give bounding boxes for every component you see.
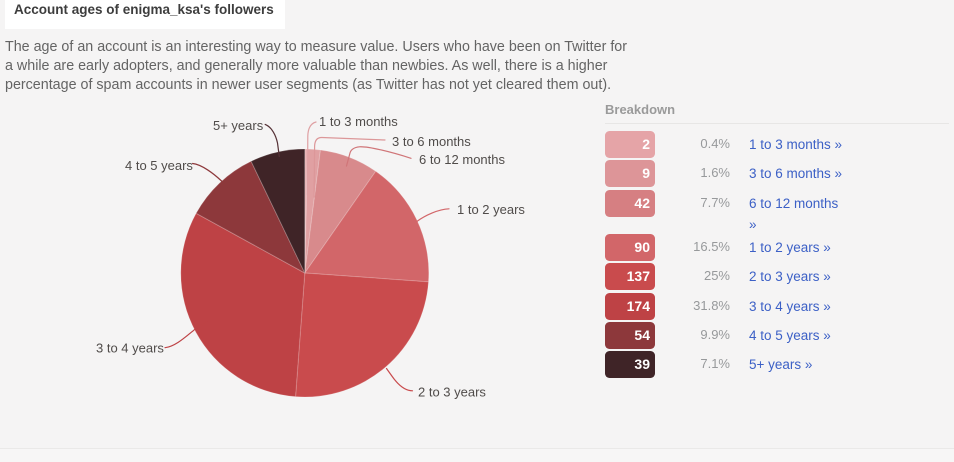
- svg-text:4 to 5 years: 4 to 5 years: [125, 158, 193, 173]
- svg-text:2 to 3 years: 2 to 3 years: [418, 385, 486, 400]
- svg-text:6 to 12 months: 6 to 12 months: [419, 152, 505, 167]
- svg-text:3 to 6 months: 3 to 6 months: [392, 134, 471, 149]
- svg-text:5+ years: 5+ years: [213, 118, 264, 133]
- svg-text:3 to 4 years: 3 to 4 years: [96, 341, 164, 356]
- svg-text:1 to 3 months: 1 to 3 months: [319, 114, 398, 129]
- svg-text:1 to 2 years: 1 to 2 years: [457, 202, 525, 217]
